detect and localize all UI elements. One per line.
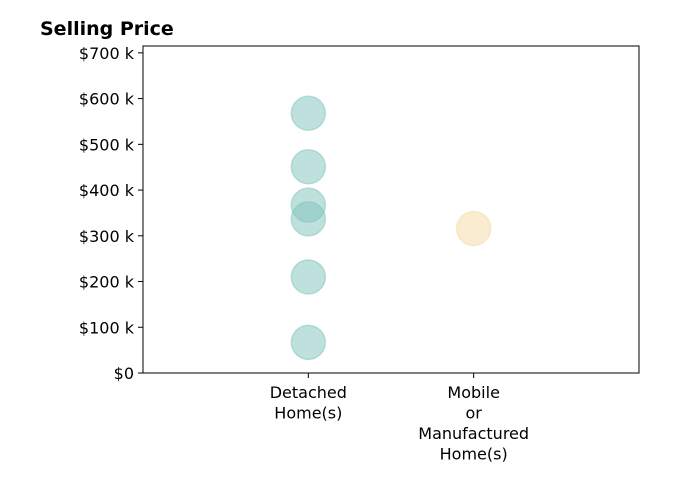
y-tick-label: $400 k <box>79 181 135 200</box>
x-axis: Detached Home(s) Mobile or Manufactured Home(… <box>270 373 529 464</box>
y-tick-label: $300 k <box>79 227 135 246</box>
plot-area-frame <box>142 45 640 374</box>
data-point <box>290 95 327 131</box>
y-tick-label: $700 k <box>79 44 135 63</box>
data-point <box>290 259 327 295</box>
y-tick-label: $600 k <box>79 90 135 109</box>
chart-title: Selling Price <box>40 18 174 40</box>
data-point <box>290 201 327 237</box>
y-tick-label: $200 k <box>79 273 135 292</box>
y-tick-label: $500 k <box>79 135 135 154</box>
x-tick-label: Mobile or Manufactured Home(s) <box>418 383 529 464</box>
data-point <box>290 324 327 361</box>
data-points <box>290 95 492 361</box>
y-tick-label: $0 <box>114 364 134 383</box>
data-point <box>290 148 327 185</box>
data-point <box>455 210 492 247</box>
y-tick-label: $100 k <box>79 318 135 337</box>
y-axis: $0 $100 k $200 k $300 k $400 k $500 k $600 k $7… <box>79 44 143 383</box>
x-tick-label: Detached Home(s) <box>270 383 347 423</box>
